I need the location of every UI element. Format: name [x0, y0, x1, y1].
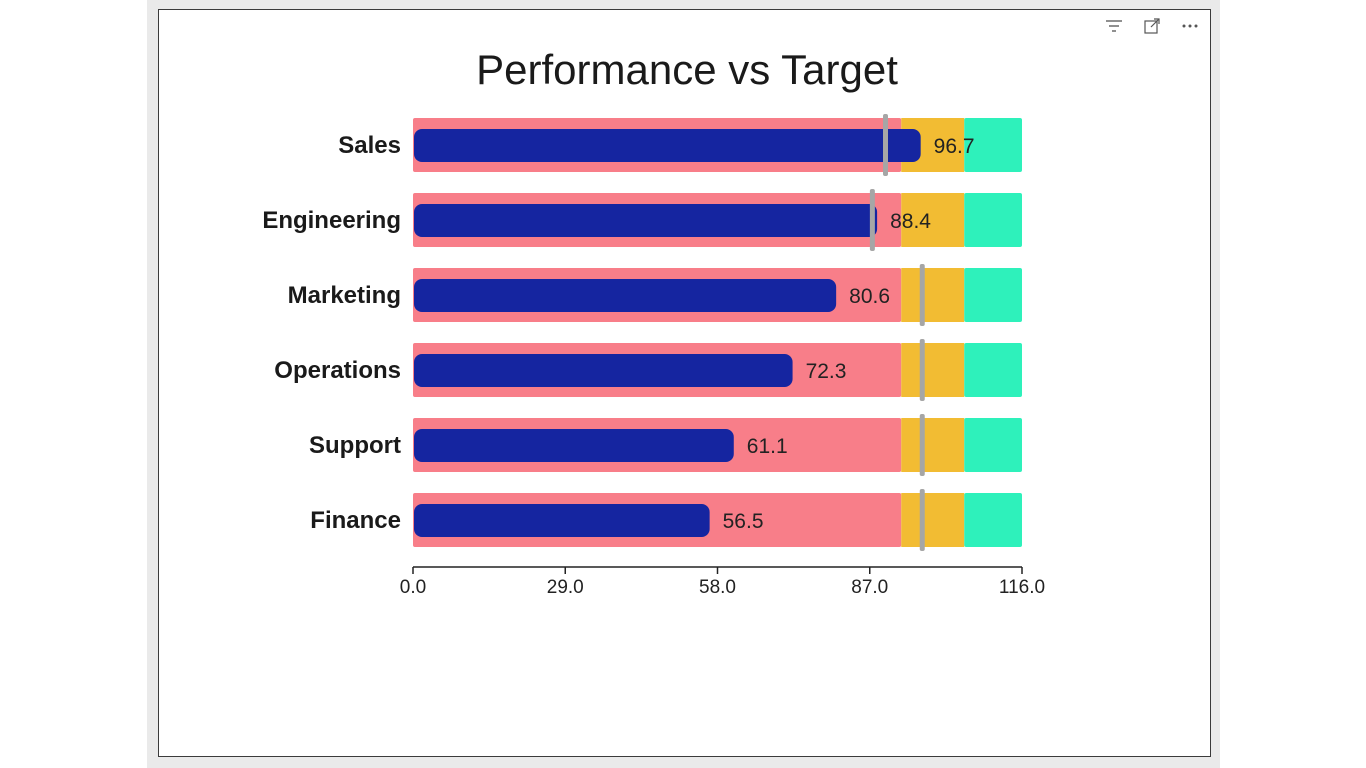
category-label: Sales [338, 132, 401, 159]
category-label: Support [309, 432, 401, 459]
value-bar [414, 429, 734, 462]
bullet-row: 72.3 Operations [274, 339, 1022, 401]
bullet-row: 80.6 Marketing [288, 264, 1022, 326]
range-band [964, 343, 1022, 397]
range-band [901, 418, 965, 472]
range-band [964, 193, 1022, 247]
bullet-row: 88.4 Engineering [262, 189, 1022, 251]
range-band [901, 193, 965, 247]
target-marker [919, 414, 925, 476]
range-band [901, 493, 965, 547]
value-label: 80.6 [849, 285, 890, 308]
value-label: 96.7 [934, 135, 975, 158]
bullet-row: 61.1 Support [309, 414, 1022, 476]
x-tick-label: 29.0 [547, 577, 584, 598]
x-tick-label: 116.0 [999, 577, 1045, 598]
focus-mode-icon[interactable] [1140, 14, 1164, 38]
category-label: Operations [274, 357, 401, 384]
target-marker [919, 339, 925, 401]
value-bar [414, 504, 710, 537]
visual-header-toolbar [1102, 14, 1202, 38]
value-label: 88.4 [890, 210, 931, 233]
filter-icon[interactable] [1102, 14, 1126, 38]
bullet-row: 56.5 Finance [310, 489, 1022, 551]
bullet-row: 96.7 Sales [338, 114, 1022, 176]
category-label: Engineering [262, 207, 401, 234]
value-label: 72.3 [806, 360, 847, 383]
value-bar [414, 279, 837, 312]
value-bar [414, 129, 921, 162]
category-label: Marketing [288, 282, 401, 309]
more-options-icon[interactable] [1178, 14, 1202, 38]
chart-title: Performance vs Target [476, 46, 898, 93]
target-marker [919, 489, 925, 551]
range-band [964, 118, 1022, 172]
range-band [964, 493, 1022, 547]
value-bar [414, 204, 878, 237]
range-band [901, 268, 965, 322]
range-band [964, 418, 1022, 472]
x-tick-label: 0.0 [400, 577, 426, 598]
target-marker [883, 114, 888, 176]
value-bar [414, 354, 793, 387]
range-band [964, 268, 1022, 322]
range-band [901, 343, 965, 397]
value-label: 61.1 [747, 435, 788, 458]
value-label: 56.5 [723, 510, 764, 533]
target-marker [919, 264, 925, 326]
target-marker [869, 189, 875, 251]
x-tick-label: 58.0 [699, 577, 736, 598]
category-label: Finance [310, 507, 401, 534]
x-tick-label: 87.0 [851, 577, 888, 598]
